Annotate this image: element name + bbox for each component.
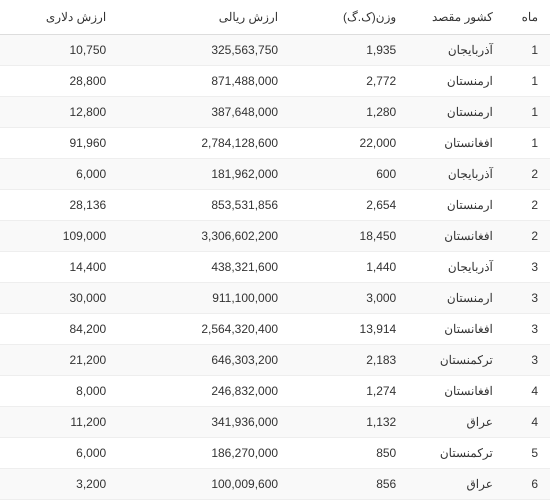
cell-country: افغانستان <box>408 376 505 407</box>
cell-rial: 186,270,000 <box>118 438 290 469</box>
cell-country: آذربایجان <box>408 252 505 283</box>
cell-month: 2 <box>505 221 550 252</box>
cell-weight: 3,000 <box>290 283 408 314</box>
cell-month: 1 <box>505 128 550 159</box>
table-row: 1ارمنستان1,280387,648,00012,800 <box>0 97 550 128</box>
cell-month: 4 <box>505 407 550 438</box>
table-row: 5ترکمنستان850186,270,0006,000 <box>0 438 550 469</box>
cell-month: 3 <box>505 283 550 314</box>
cell-weight: 1,132 <box>290 407 408 438</box>
cell-country: ترکمنستان <box>408 438 505 469</box>
cell-dollar: 91,960 <box>0 128 118 159</box>
cell-dollar: 109,000 <box>0 221 118 252</box>
table-body: 1آذربایجان1,935325,563,75010,7501ارمنستا… <box>0 35 550 500</box>
header-weight: وزن(ک.گ) <box>290 0 408 35</box>
cell-month: 1 <box>505 97 550 128</box>
cell-month: 1 <box>505 35 550 66</box>
cell-rial: 2,564,320,400 <box>118 314 290 345</box>
cell-month: 3 <box>505 252 550 283</box>
cell-country: افغانستان <box>408 128 505 159</box>
cell-country: افغانستان <box>408 314 505 345</box>
cell-weight: 1,280 <box>290 97 408 128</box>
cell-month: 3 <box>505 314 550 345</box>
cell-weight: 2,772 <box>290 66 408 97</box>
cell-country: ارمنستان <box>408 66 505 97</box>
cell-country: ارمنستان <box>408 283 505 314</box>
cell-rial: 181,962,000 <box>118 159 290 190</box>
header-country: کشور مقصد <box>408 0 505 35</box>
cell-month: 4 <box>505 376 550 407</box>
table-row: 1افغانستان22,0002,784,128,60091,960 <box>0 128 550 159</box>
cell-month: 5 <box>505 438 550 469</box>
cell-dollar: 6,000 <box>0 159 118 190</box>
cell-rial: 341,936,000 <box>118 407 290 438</box>
cell-country: عراق <box>408 469 505 500</box>
cell-dollar: 21,200 <box>0 345 118 376</box>
table-row: 2ارمنستان2,654853,531,85628,136 <box>0 190 550 221</box>
cell-weight: 22,000 <box>290 128 408 159</box>
cell-rial: 911,100,000 <box>118 283 290 314</box>
cell-rial: 2,784,128,600 <box>118 128 290 159</box>
cell-weight: 1,274 <box>290 376 408 407</box>
cell-dollar: 3,200 <box>0 469 118 500</box>
table-row: 2افغانستان18,4503,306,602,200109,000 <box>0 221 550 252</box>
data-table: ماه کشور مقصد وزن(ک.گ) ارزش ریالی ارزش د… <box>0 0 550 500</box>
table-row: 3ارمنستان3,000911,100,00030,000 <box>0 283 550 314</box>
table-row: 2آذربایجان600181,962,0006,000 <box>0 159 550 190</box>
table-row: 4افغانستان1,274246,832,0008,000 <box>0 376 550 407</box>
cell-month: 6 <box>505 469 550 500</box>
cell-country: ارمنستان <box>408 97 505 128</box>
cell-country: آذربایجان <box>408 159 505 190</box>
table-row: 4عراق1,132341,936,00011,200 <box>0 407 550 438</box>
header-dollar: ارزش دلاری <box>0 0 118 35</box>
cell-weight: 1,440 <box>290 252 408 283</box>
table-row: 1ارمنستان2,772871,488,00028,800 <box>0 66 550 97</box>
cell-weight: 18,450 <box>290 221 408 252</box>
cell-weight: 2,654 <box>290 190 408 221</box>
cell-rial: 387,648,000 <box>118 97 290 128</box>
header-rial: ارزش ریالی <box>118 0 290 35</box>
table-row: 3آذربایجان1,440438,321,60014,400 <box>0 252 550 283</box>
table-row: 1آذربایجان1,935325,563,75010,750 <box>0 35 550 66</box>
header-month: ماه <box>505 0 550 35</box>
cell-weight: 856 <box>290 469 408 500</box>
cell-country: افغانستان <box>408 221 505 252</box>
cell-rial: 325,563,750 <box>118 35 290 66</box>
table-row: 3ترکمنستان2,183646,303,20021,200 <box>0 345 550 376</box>
cell-weight: 13,914 <box>290 314 408 345</box>
cell-dollar: 28,136 <box>0 190 118 221</box>
cell-month: 3 <box>505 345 550 376</box>
cell-dollar: 30,000 <box>0 283 118 314</box>
cell-dollar: 14,400 <box>0 252 118 283</box>
cell-dollar: 6,000 <box>0 438 118 469</box>
cell-weight: 1,935 <box>290 35 408 66</box>
cell-rial: 438,321,600 <box>118 252 290 283</box>
cell-weight: 2,183 <box>290 345 408 376</box>
cell-dollar: 11,200 <box>0 407 118 438</box>
cell-month: 1 <box>505 66 550 97</box>
cell-country: ارمنستان <box>408 190 505 221</box>
cell-rial: 871,488,000 <box>118 66 290 97</box>
table-row: 6عراق856100,009,6003,200 <box>0 469 550 500</box>
header-row: ماه کشور مقصد وزن(ک.گ) ارزش ریالی ارزش د… <box>0 0 550 35</box>
cell-weight: 600 <box>290 159 408 190</box>
cell-weight: 850 <box>290 438 408 469</box>
cell-dollar: 8,000 <box>0 376 118 407</box>
cell-dollar: 12,800 <box>0 97 118 128</box>
cell-rial: 853,531,856 <box>118 190 290 221</box>
cell-month: 2 <box>505 190 550 221</box>
cell-rial: 100,009,600 <box>118 469 290 500</box>
cell-country: آذربایجان <box>408 35 505 66</box>
cell-month: 2 <box>505 159 550 190</box>
cell-country: عراق <box>408 407 505 438</box>
cell-rial: 646,303,200 <box>118 345 290 376</box>
cell-dollar: 10,750 <box>0 35 118 66</box>
table-row: 3افغانستان13,9142,564,320,40084,200 <box>0 314 550 345</box>
cell-country: ترکمنستان <box>408 345 505 376</box>
cell-rial: 3,306,602,200 <box>118 221 290 252</box>
cell-dollar: 84,200 <box>0 314 118 345</box>
cell-rial: 246,832,000 <box>118 376 290 407</box>
cell-dollar: 28,800 <box>0 66 118 97</box>
